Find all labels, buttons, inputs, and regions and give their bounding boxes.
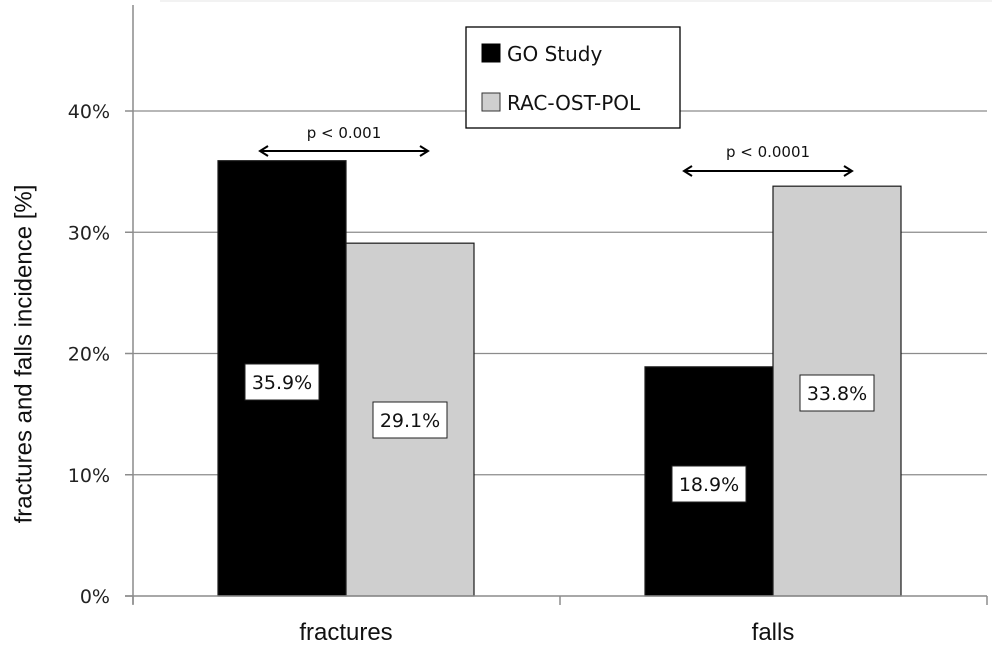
data-label: 35.9% xyxy=(252,372,312,394)
y-tick-label: 40% xyxy=(68,101,110,123)
legend: GO Study RAC-OST-POL xyxy=(465,26,681,129)
data-label: 18.9% xyxy=(679,474,739,496)
bars xyxy=(217,160,902,597)
y-tick-labels: 0% 10% 20% 30% 40% xyxy=(68,101,110,608)
data-labels: 35.9% 29.1% 18.9% 33.8% xyxy=(244,363,875,503)
data-label: 29.1% xyxy=(380,410,440,432)
data-label-box xyxy=(372,401,448,439)
y-axis-label: fractures and falls incidence [%] xyxy=(10,185,37,524)
data-label-box xyxy=(244,363,320,401)
legend-swatch-rac-ost-pol xyxy=(481,92,501,112)
data-label-box xyxy=(671,465,747,503)
legend-box xyxy=(465,26,681,129)
y-tick-label: 30% xyxy=(68,222,110,244)
y-tick-label: 0% xyxy=(80,586,110,608)
axes xyxy=(125,5,988,605)
p-value-label-falls: p < 0.0001 xyxy=(726,143,810,161)
legend-swatch-go-study xyxy=(481,43,501,63)
x-category-labels: fractures falls xyxy=(299,619,794,645)
legend-label-rac-ost-pol: RAC-OST-POL xyxy=(507,91,641,115)
y-tick-label: 10% xyxy=(68,465,110,487)
p-value-label-fractures: p < 0.001 xyxy=(307,124,382,142)
data-label: 33.8% xyxy=(807,383,867,405)
y-tick-label: 20% xyxy=(68,344,110,366)
data-label-box xyxy=(799,374,875,412)
significance-annotations: p < 0.001 p < 0.0001 xyxy=(258,124,854,177)
x-category-label: falls xyxy=(752,619,795,645)
legend-label-go-study: GO Study xyxy=(507,42,603,66)
x-category-label: fractures xyxy=(299,619,392,645)
